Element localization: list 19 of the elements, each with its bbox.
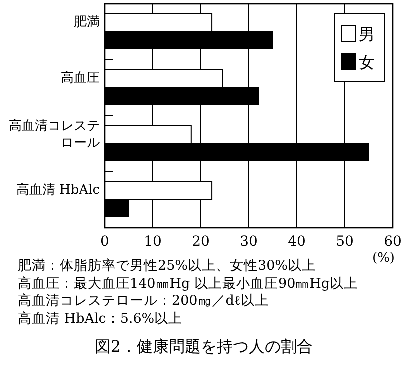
text: 図2．健康問題を持つ人の割合 bbox=[94, 337, 314, 356]
legend-label: 男 bbox=[359, 25, 375, 44]
x-tick-label: 0 bbox=[100, 234, 110, 250]
text: 高血圧：最大血圧140㎜Hg 以上最小血圧90㎜Hg以上 bbox=[18, 276, 358, 292]
x-tick-label: 60 bbox=[384, 234, 402, 250]
y-tick-label: 高血圧 bbox=[60, 70, 100, 88]
text: 肥満：体脂肪率で男性25%以上、女性30%以上 bbox=[18, 258, 316, 275]
y-tick-label: 高血清コレステロール bbox=[8, 118, 100, 152]
x-tick-label: 50 bbox=[336, 234, 354, 250]
x-tick-label: 30 bbox=[240, 234, 258, 250]
legend-label: 女 bbox=[359, 53, 375, 72]
text: 高血清 HbAlc：5.6%以上 bbox=[18, 310, 183, 328]
y-tick-label: 高血清 HbAlc bbox=[15, 182, 100, 200]
x-tick-label: 40 bbox=[288, 234, 306, 250]
x-axis-title: (%) bbox=[372, 251, 395, 266]
y-tick-label: 肥満 bbox=[73, 14, 100, 32]
x-tick-label: 10 bbox=[144, 234, 162, 250]
x-tick-label: 20 bbox=[192, 234, 210, 250]
text: 高血清コレステロール：200㎎／dℓ以上 bbox=[18, 293, 269, 310]
